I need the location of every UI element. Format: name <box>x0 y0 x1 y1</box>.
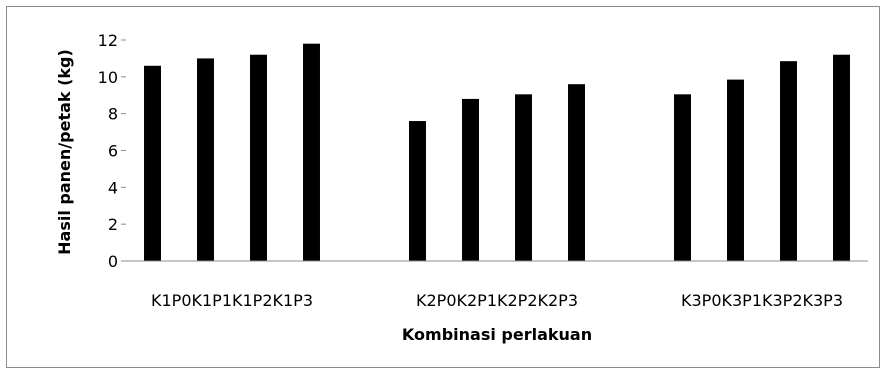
bar-k2p1 <box>462 98 479 261</box>
bar-k1p0 <box>144 65 161 262</box>
bar-k1p1 <box>197 58 214 261</box>
y-axis-title: Hasil panen/petak (kg) <box>55 49 74 255</box>
bar-k2p3 <box>568 84 585 261</box>
x-axis-tick-labels: K1P0K1P1K1P2K1P3 K2P0K2P1K2P2K2P3 K3P0K3P1… <box>151 291 843 310</box>
y-tick-label: 10 <box>98 68 118 87</box>
bar-k3p0 <box>674 94 691 262</box>
bar-k3p1 <box>727 79 744 262</box>
bar-k2p0 <box>409 121 426 262</box>
bar-k3p3 <box>833 54 850 261</box>
y-tick-label: 12 <box>98 31 118 50</box>
y-tick-label: 8 <box>108 105 118 124</box>
bars <box>144 43 850 262</box>
y-tick-label: 6 <box>108 142 118 161</box>
y-tick-label: 2 <box>108 215 118 234</box>
bar-k2p2 <box>515 94 532 262</box>
x-tick-label: K3P0K3P1K3P2K3P3 <box>681 291 843 310</box>
y-tick-label: 0 <box>108 252 118 271</box>
bar-k1p2 <box>250 54 267 261</box>
x-axis-title: Kombinasi perlakuan <box>402 325 592 344</box>
x-tick-label: K2P0K2P1K2P2K2P3 <box>416 291 578 310</box>
bar-k1p3 <box>303 43 320 261</box>
x-tick-label: K1P0K1P1K1P2K1P3 <box>151 291 313 310</box>
y-axis-ticks: 0 2 4 6 8 10 12 <box>98 31 126 271</box>
bar-k3p2 <box>780 61 797 261</box>
y-tick-label: 4 <box>108 178 118 197</box>
